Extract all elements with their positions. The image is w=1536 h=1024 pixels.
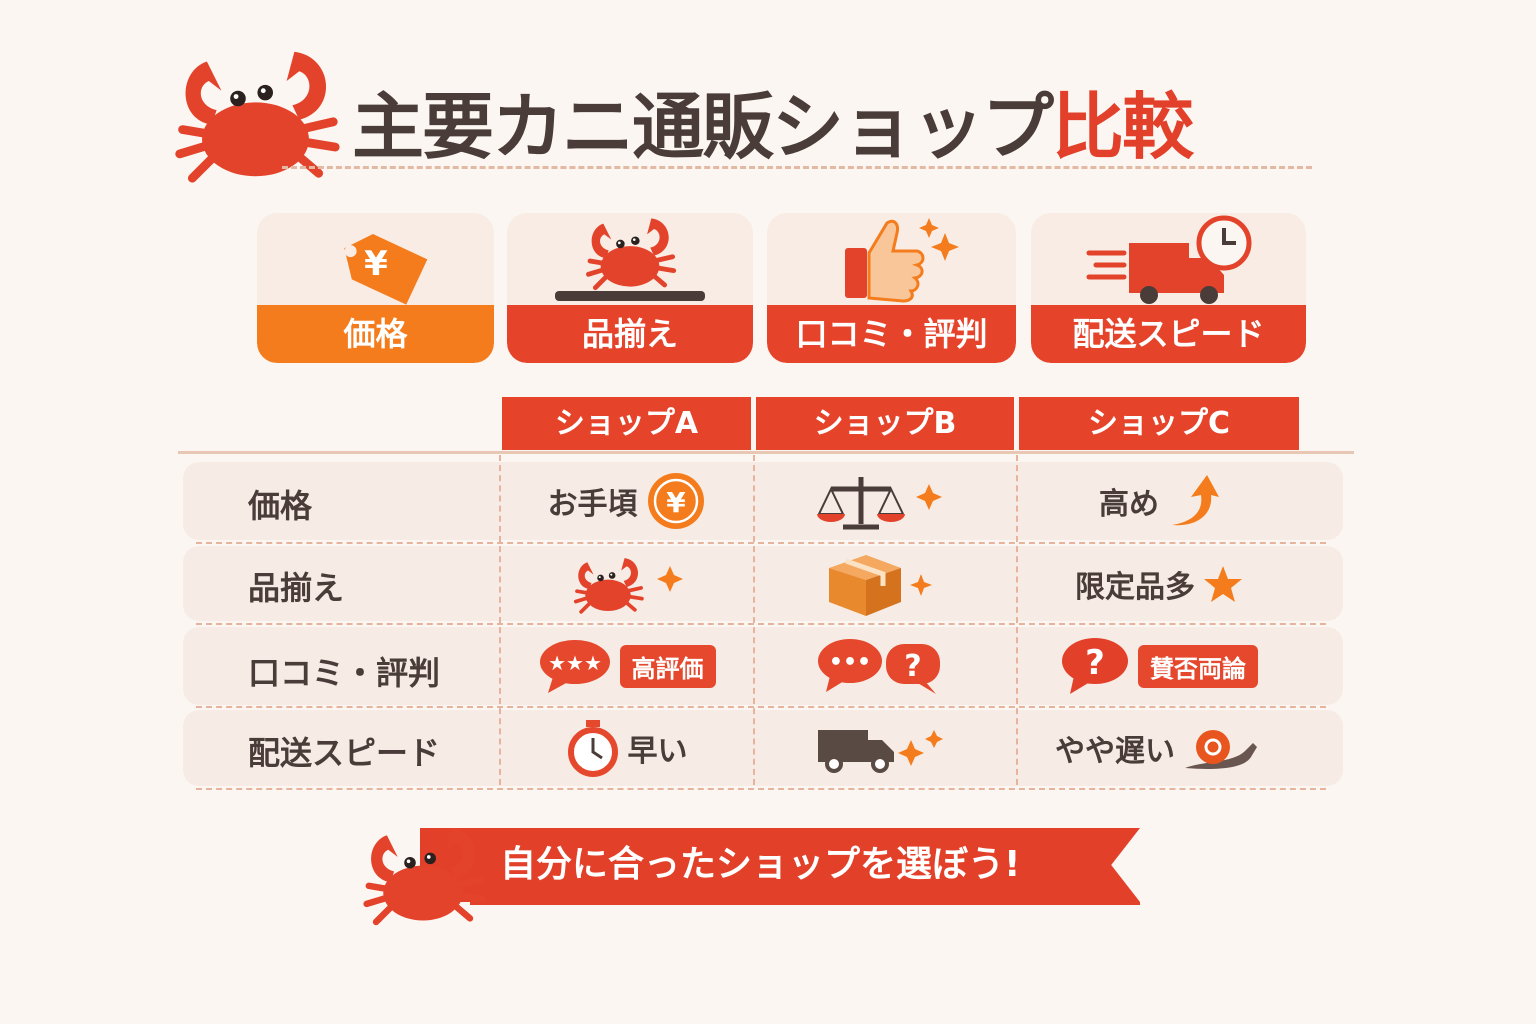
svg-text:¥: ¥: [364, 244, 388, 284]
cell-reviews-shop-a: ★★★ 高評価: [502, 627, 751, 705]
category-label: 品揃え: [507, 305, 753, 363]
svg-text:★★★: ★★★: [548, 651, 602, 675]
category-card-price: ¥ 価格: [257, 213, 494, 363]
banner-underline: [470, 902, 1140, 905]
page-title: 主要カニ通販ショップ比較: [352, 85, 1194, 169]
row-label-price: 価格: [248, 487, 313, 525]
cell-price-shop-c: 高め: [1019, 462, 1299, 540]
yen-coin-icon: ¥: [647, 473, 704, 529]
crab-plate-icon: [555, 213, 705, 301]
cell-reviews-shop-c: ? 賛否両論: [1019, 627, 1299, 705]
thumbs-up-icon: [844, 218, 959, 303]
call-to-action-banner: 自分に合ったショップを選ぼう!: [420, 828, 1140, 902]
column-divider: [1016, 455, 1018, 785]
category-card-reviews: 口コミ・評判: [767, 213, 1016, 363]
svg-text:?: ?: [1085, 643, 1105, 683]
row-label-reviews: 口コミ・評判: [248, 654, 441, 692]
crab-mascot-icon: [358, 820, 488, 930]
table-row: [183, 710, 1343, 786]
cell-delivery-shop-b: [756, 710, 1014, 786]
speech-question-icon: •••?: [818, 639, 940, 694]
table-row: [183, 546, 1343, 621]
stopwatch-icon: [567, 720, 618, 777]
column-header-shop-c: ショップC: [1019, 397, 1299, 450]
cell-delivery-shop-a: 早い: [502, 710, 751, 786]
crab-icon: [558, 552, 683, 616]
cell-selection-shop-b: [756, 546, 1014, 621]
row-label-delivery: 配送スピード: [248, 734, 441, 772]
row-divider: [196, 706, 1326, 708]
svg-text:?: ?: [904, 649, 921, 684]
cell-delivery-shop-c: やや遅い: [1019, 710, 1299, 786]
snail-icon: [1185, 730, 1257, 769]
cell-reviews-shop-b: •••?: [756, 627, 1014, 705]
column-divider: [753, 455, 755, 785]
svg-text:¥: ¥: [666, 486, 686, 519]
truck-icon: [818, 730, 943, 773]
row-divider: [196, 542, 1326, 544]
row-label-selection: 品揃え: [248, 569, 345, 607]
yen-price-tag-icon: ¥: [343, 234, 427, 305]
column-divider: [499, 455, 501, 785]
question-bubble-icon: ?: [1062, 638, 1128, 694]
category-label: 配送スピード: [1031, 305, 1306, 363]
cell-selection-shop-a: [502, 546, 751, 621]
cell-price-shop-b: [756, 462, 1014, 540]
arrow-up-icon: [1172, 475, 1219, 526]
delivery-truck-clock-icon: [1086, 215, 1251, 304]
column-header-shop-b: ショップB: [756, 397, 1014, 450]
box-icon: [829, 554, 932, 616]
table-row: [183, 462, 1343, 540]
category-label: 価格: [257, 305, 494, 363]
header-divider: [178, 451, 1354, 454]
category-card-delivery: 配送スピード: [1031, 213, 1306, 363]
title-divider: [282, 166, 1312, 169]
balance-scale-icon: [817, 477, 942, 530]
row-divider: [196, 788, 1326, 790]
cell-selection-shop-c: 限定品多: [1019, 546, 1299, 621]
svg-text:•••: •••: [829, 650, 871, 675]
star-speech-bubble-icon: ★★★: [539, 640, 610, 693]
column-header-shop-a: ショップA: [502, 397, 751, 450]
star-icon: [1204, 565, 1242, 602]
cell-price-shop-a: お手頃 ¥: [502, 462, 751, 540]
row-divider: [196, 623, 1326, 625]
category-label: 口コミ・評判: [767, 305, 1016, 363]
category-card-selection: 品揃え: [507, 213, 753, 363]
